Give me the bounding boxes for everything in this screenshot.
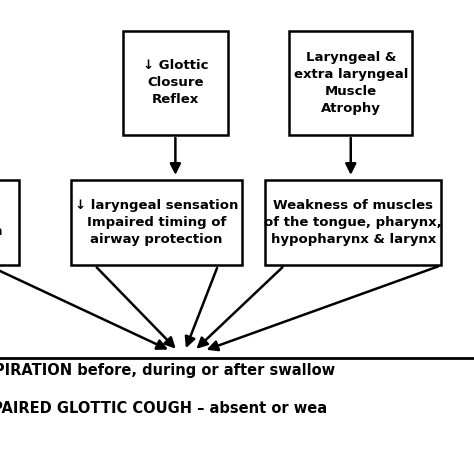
Text: Laryngeal &
extra laryngeal
Muscle
Atrophy: Laryngeal & extra laryngeal Muscle Atrop…	[293, 51, 408, 115]
Text: N
tion: N tion	[0, 208, 3, 238]
Text: ↓ laryngeal sensation
Impaired timing of
airway protection: ↓ laryngeal sensation Impaired timing of…	[75, 199, 238, 246]
Text: ↓ Glottic
Closure
Reflex: ↓ Glottic Closure Reflex	[143, 59, 208, 107]
Text: ASPIRATION before, during or after swallow: ASPIRATION before, during or after swall…	[0, 363, 335, 378]
FancyBboxPatch shape	[0, 180, 19, 265]
Text: Weakness of muscles
of the tongue, pharynx,
hypopharynx & larynx: Weakness of muscles of the tongue, phary…	[264, 199, 442, 246]
FancyBboxPatch shape	[265, 180, 441, 265]
FancyBboxPatch shape	[289, 31, 412, 135]
Text: IMPAIRED GLOTTIC COUGH – absent or wea: IMPAIRED GLOTTIC COUGH – absent or wea	[0, 401, 327, 416]
FancyBboxPatch shape	[123, 31, 228, 135]
FancyBboxPatch shape	[71, 180, 242, 265]
